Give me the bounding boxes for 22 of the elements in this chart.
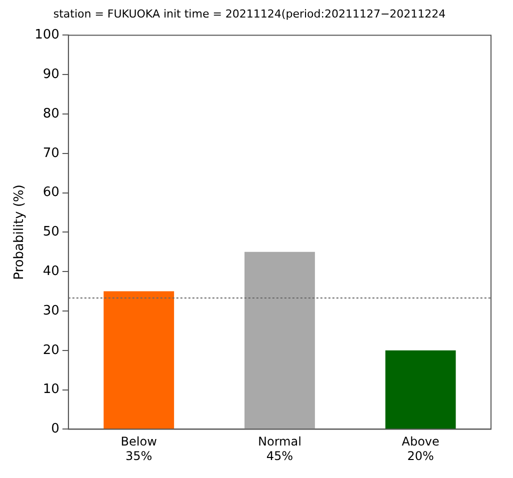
y-tick-label: 100	[34, 28, 60, 43]
chart-title: station = FUKUOKA init time = 20211124(period:20211127−20211224	[53, 7, 446, 20]
x-tick-label: Above	[402, 434, 440, 449]
y-tick-label: 10	[42, 382, 60, 398]
data-label: 35%	[126, 448, 152, 463]
y-axis-title: Probability (%)	[12, 184, 28, 280]
y-tick-label: 0	[51, 422, 60, 437]
x-tick-label: Normal	[258, 434, 302, 449]
y-tick-label: 70	[42, 146, 60, 161]
x-tick-label: Below	[120, 434, 158, 449]
y-tick-label: 50	[42, 224, 60, 240]
y-tick-label: 90	[42, 66, 60, 82]
bar	[244, 252, 315, 429]
data-label: 45%	[266, 448, 294, 463]
bar	[104, 291, 174, 429]
data-label: 20%	[407, 448, 434, 463]
y-tick-label: 80	[42, 106, 60, 122]
y-tick-label: 40	[42, 264, 60, 279]
bar	[385, 350, 456, 429]
y-tick-label: 60	[42, 185, 60, 200]
y-tick-label: 30	[42, 303, 60, 318]
y-tick-label: 20	[42, 342, 60, 358]
